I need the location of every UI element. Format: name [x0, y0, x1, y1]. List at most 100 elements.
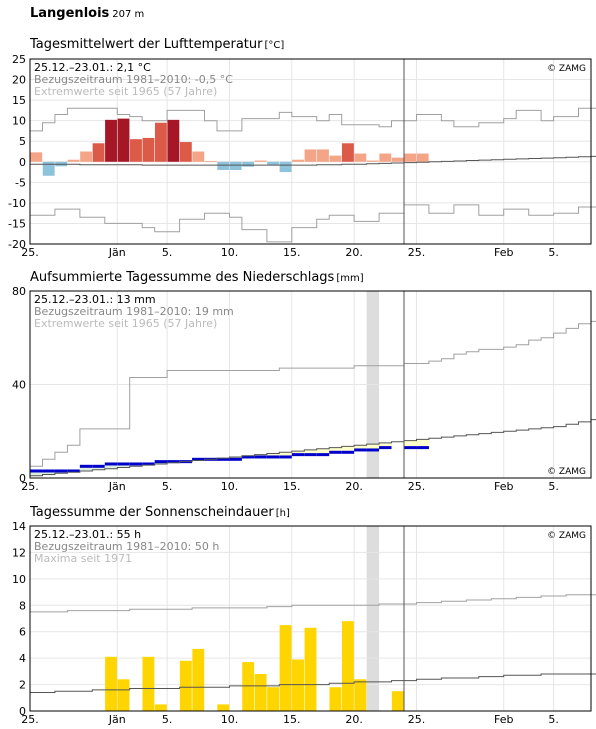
y-tick-label: 10	[12, 573, 26, 586]
sunshine-bar	[354, 679, 367, 711]
precip-cumulative-step	[79, 464, 93, 468]
sun-title-text: Tagessumme der Sonnenscheindauer	[30, 505, 274, 520]
precip-difference-area	[316, 448, 330, 455]
sunshine-bar	[192, 648, 205, 711]
plot-frame	[29, 58, 592, 245]
y-tick-label: -10	[8, 197, 26, 210]
precip-cumulative-step	[167, 460, 180, 464]
x-tick-label: 20.	[345, 246, 363, 259]
y-tick-label: 10	[12, 115, 26, 128]
temp-title-unit: [°C]	[264, 40, 285, 51]
maxima-line	[30, 594, 596, 613]
temp-bar	[304, 149, 317, 162]
x-tick-label: 10.	[221, 480, 239, 493]
x-tick-label: Feb	[494, 480, 513, 493]
sunshine-bar	[105, 656, 117, 711]
precip-cumulative-step	[241, 455, 255, 459]
temp-bar	[67, 159, 80, 162]
precip-cumulative-step	[129, 462, 143, 466]
precip-cumulative-step	[154, 460, 168, 464]
precip-cumulative-step	[341, 450, 355, 454]
precip-difference-area	[291, 451, 305, 455]
temp-bar	[192, 151, 205, 162]
x-tick-label: 20.	[345, 480, 363, 493]
temp-bar	[167, 119, 180, 162]
plot-frame	[29, 525, 592, 712]
x-tick-label: 5.	[162, 480, 173, 493]
y-tick-label: 0	[19, 472, 26, 485]
temp-bar	[267, 161, 280, 166]
temp-bar	[92, 143, 105, 162]
sunshine-bar	[217, 704, 230, 711]
temp-bar	[416, 153, 429, 162]
temp-bar	[42, 161, 55, 176]
x-tick-label: 10.	[221, 713, 239, 726]
x-tick-label: 15.	[283, 480, 301, 493]
extreme-min-line	[30, 204, 596, 243]
precip-difference-area	[42, 470, 55, 475]
precip-difference-area	[366, 444, 380, 450]
precip-cumulative-step	[92, 464, 105, 468]
zamg-credit: © ZAMG	[547, 531, 586, 541]
precip-cumulative-step	[416, 446, 429, 450]
y-tick-label: -20	[8, 238, 26, 251]
precip-cumulative-step	[54, 469, 68, 473]
info-extreme-note: Extremwerte seit 1965 (57 Jahre)	[34, 85, 217, 98]
precip-cumulative-step	[104, 462, 118, 466]
temp-bar	[292, 159, 304, 162]
temp-bar	[354, 153, 367, 162]
precip-cumulative-step	[291, 453, 305, 457]
y-tick-label: 2	[19, 679, 26, 692]
precip-difference-area	[92, 466, 105, 470]
sunshine-bar	[329, 687, 342, 711]
info-period-value: 25.12.–23.01.: 2,1 °C	[34, 61, 151, 74]
y-tick-label: 0	[19, 156, 26, 169]
precip-cumulative-step	[329, 450, 342, 454]
temp-bar	[229, 161, 242, 170]
x-tick-label: 25.	[21, 480, 39, 493]
precip-cumulative-step	[254, 455, 267, 459]
info-reference-value: Bezugszeitraum 1981–2010: 19 mm	[34, 305, 234, 318]
precip-difference-area	[30, 470, 43, 476]
reference-mean-line	[30, 155, 596, 166]
precip-difference-area	[117, 463, 130, 468]
precip-cumulative-step	[366, 448, 380, 452]
y-tick-label: -5	[15, 176, 26, 189]
x-tick-label: Feb	[494, 713, 513, 726]
y-tick-label: 15	[12, 94, 26, 107]
sunshine-chart: 0 2 4 6 8 10 12 14 25. Jän 5. 10. 15. 20. 25. Feb 5. 25.1…	[12, 522, 596, 726]
info-reference-value: Bezugszeitraum 1981–2010: -0,5 °C	[34, 73, 233, 86]
precip-cumulative-step	[67, 469, 80, 473]
sunshine-bar	[391, 691, 404, 711]
temp-bar	[317, 149, 329, 162]
y-tick-label: 80	[12, 287, 26, 298]
x-tick-label: Jän	[108, 713, 126, 726]
precip-cumulative-step	[354, 448, 367, 452]
precip-difference-area	[341, 446, 355, 453]
station-name: Langenlois	[30, 6, 110, 21]
precipitation-chart: 0 40 80 25. Jän 5. 10. 15. 20. 25. Feb 5. 25.12.–23.…	[12, 287, 596, 493]
y-tick-label: -15	[8, 217, 26, 230]
temp-bar	[80, 151, 93, 162]
precip-difference-area	[379, 442, 392, 448]
x-tick-label: Feb	[494, 246, 513, 259]
station-header: Langenlois 207 m	[30, 6, 144, 21]
precip-cumulative-step	[304, 453, 317, 457]
y-tick-label: 4	[19, 652, 26, 665]
precip-difference-area	[404, 440, 417, 448]
y-tick-label: 20	[12, 74, 26, 87]
temp-bar	[142, 137, 155, 162]
precip-cumulative-step	[30, 469, 43, 473]
temp-bar	[179, 142, 192, 162]
info-period-value: 25.12.–23.01.: 13 mm	[34, 293, 156, 306]
precip-cumulative-step	[192, 457, 205, 461]
x-tick-label: 20.	[345, 713, 363, 726]
x-tick-label: Jän	[108, 480, 126, 493]
temp-bar	[30, 152, 43, 162]
missing-data-band	[366, 526, 380, 711]
temp-bar	[404, 153, 417, 162]
precip-cumulative-step	[117, 462, 130, 466]
info-extreme-note: Maxima seit 1971	[34, 552, 132, 565]
plot-frame	[29, 290, 592, 479]
x-tick-label: 5.	[548, 246, 559, 259]
